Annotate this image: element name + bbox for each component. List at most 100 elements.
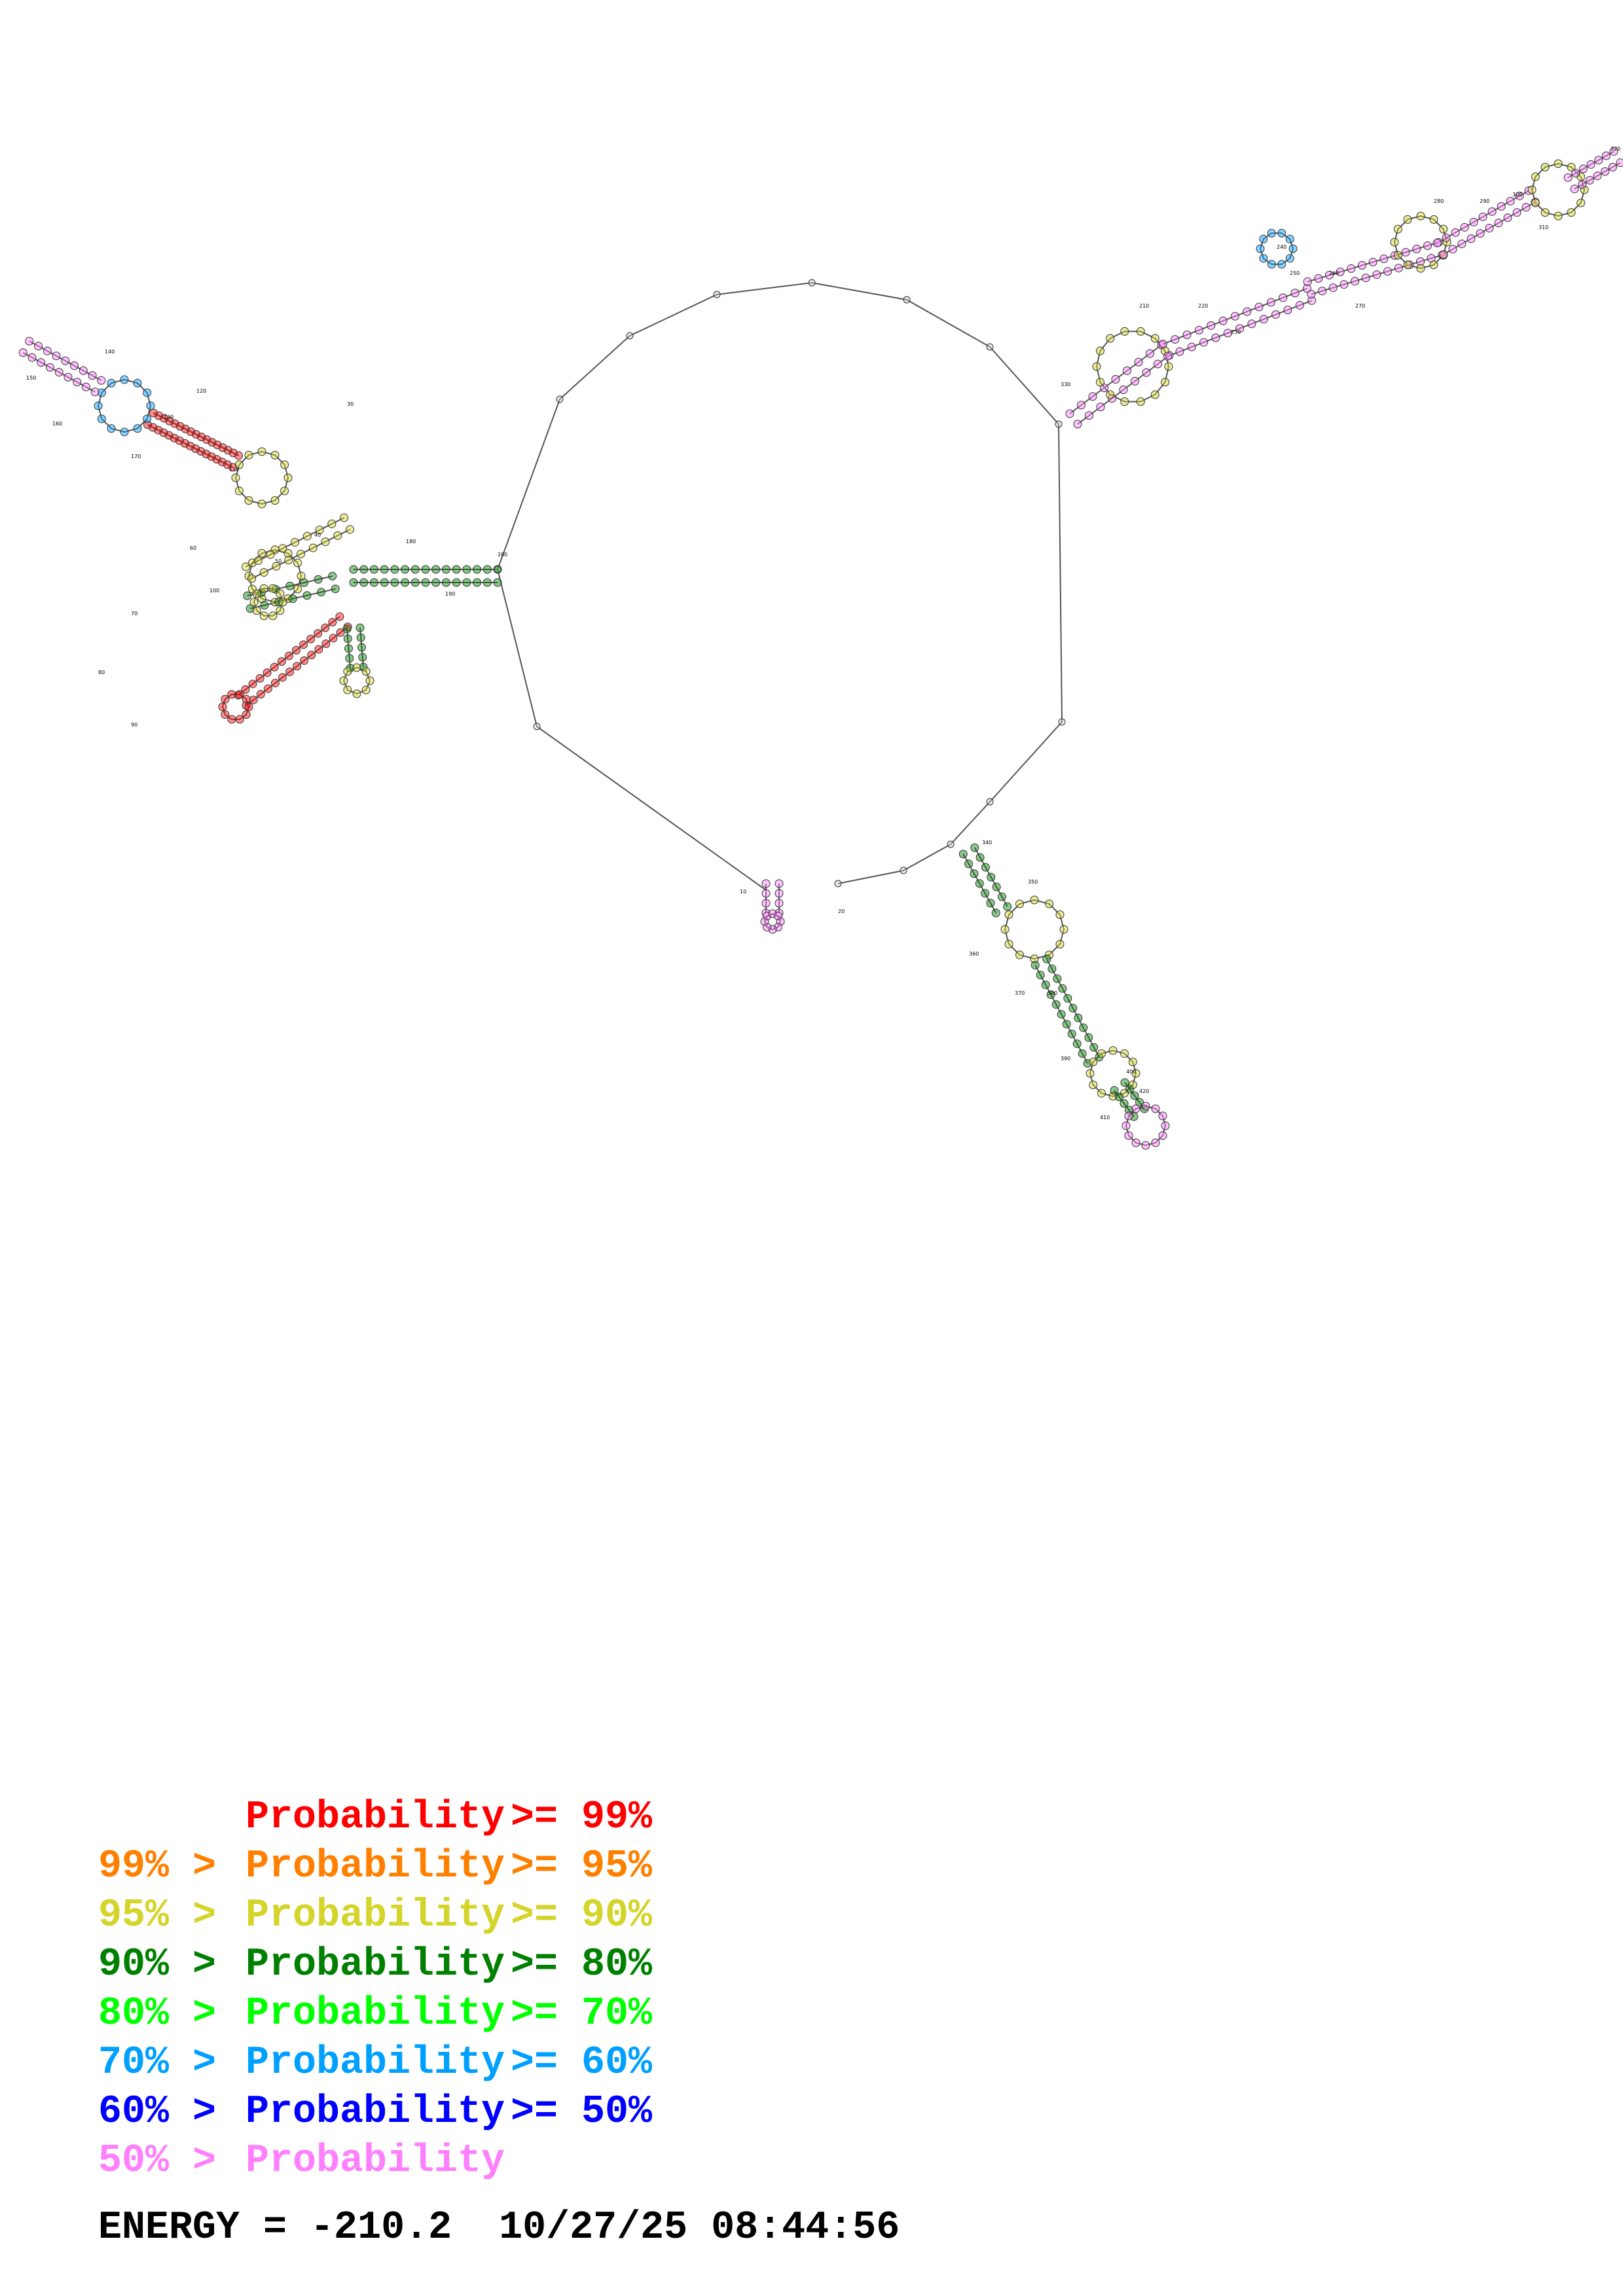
nucleotide [315,526,324,535]
nucleotide [1175,347,1184,356]
backbone-segment [346,628,352,668]
nucleotide [133,424,142,433]
position-label: 370 [1015,990,1025,996]
nucleotide [180,439,189,448]
nucleotide [293,558,302,567]
position-label: 10 [740,889,746,895]
backbone-segment [1307,242,1439,283]
nucleotide [1412,244,1421,253]
nucleotide [283,548,293,558]
legend-row: 70% > Probability >= 60% [98,2039,652,2088]
nucleotide [154,425,163,435]
nucleotide [1541,162,1550,171]
legend-row: 95% > Probability >= 90% [98,1892,652,1941]
nucleotide [1314,274,1323,283]
nucleotide [257,499,266,509]
nucleotide [143,388,152,397]
nucleotide [1151,1138,1160,1147]
nucleotide [1194,325,1203,334]
nucleotide [1601,167,1610,176]
nucleotide [1285,254,1294,263]
nucleotide [1150,334,1159,343]
backbone-segment [1393,215,1448,270]
nucleotide [223,460,232,469]
nucleotide [1368,257,1377,266]
nucleotide [987,872,996,882]
nucleotide [278,544,287,553]
nucleotide [314,629,323,638]
nucleotide [903,296,911,304]
nucleotide [308,543,318,552]
backbone-segment [1443,201,1536,255]
nucleotide [268,611,278,620]
nucleotide [410,565,420,574]
nucleotide [1288,244,1298,253]
nucleotide [227,715,236,724]
legend-row: Probability >= 99% [98,1793,652,1842]
nucleotide [328,571,337,581]
position-label: 250 [1290,270,1300,276]
nucleotide [494,565,501,573]
nucleotide [1136,397,1145,406]
nucleotide [146,401,155,410]
backbone-segment [1069,344,1162,414]
nucleotide [441,578,450,587]
nucleotide [986,798,994,806]
nucleotide [1161,378,1170,387]
nucleotide [900,867,907,874]
nucleotide [1074,1013,1083,1022]
position-label: 320 [1611,146,1620,152]
nucleotide [259,611,268,620]
nucleotide [302,591,312,600]
legend-label: Probability [246,2041,505,2085]
nucleotide [1057,1010,1066,1019]
nucleotide [357,643,366,652]
nucleotide [1478,212,1487,221]
nucleotide [1432,238,1442,247]
position-label: 420 [1139,1088,1149,1094]
nucleotide [257,548,266,558]
nucleotide [1218,316,1228,325]
nucleotide [1067,1030,1076,1039]
nucleotide [1512,208,1522,217]
nucleotide [1045,899,1053,908]
nucleotide [533,723,541,730]
backbone-segment [251,529,350,579]
nucleotide [1130,1091,1139,1100]
nucleotide [1307,290,1316,299]
nucleotide [165,416,174,425]
legend-label: Probability [246,2139,505,2183]
backbone-segment [1259,232,1294,265]
nucleotide [1390,251,1399,260]
nucleotide [1158,1131,1167,1140]
nucleotide [244,496,253,505]
legend-label: Probability [246,2090,505,2134]
nucleotide [1429,260,1438,270]
position-label: 160 [52,421,62,427]
backbone-segment [250,588,336,609]
nucleotide [421,565,430,574]
nucleotide [483,565,492,574]
nucleotide [1448,245,1457,254]
nucleotide [1460,223,1469,232]
nucleotide [359,565,369,574]
nucleotide [88,371,97,380]
legend-upper: >= 60% [511,2041,653,2085]
nucleotide [285,581,295,590]
nucleotide [149,423,158,432]
nucleotide [223,446,232,455]
position-label: 90 [131,722,137,728]
nucleotide [1108,1046,1118,1055]
nucleotide [1097,1049,1106,1058]
nucleotide [1158,1111,1167,1121]
nucleotide [186,441,195,450]
nucleotide [328,618,337,627]
position-label: 290 [1480,198,1489,204]
nucleotide [964,859,974,869]
nucleotide [217,457,227,467]
legend-label: Probability [246,1893,505,1938]
legend-label: Probability [246,1844,505,1889]
nucleotide [1036,971,1045,980]
backbone-segment [1125,1105,1166,1147]
nucleotide [1394,264,1403,273]
